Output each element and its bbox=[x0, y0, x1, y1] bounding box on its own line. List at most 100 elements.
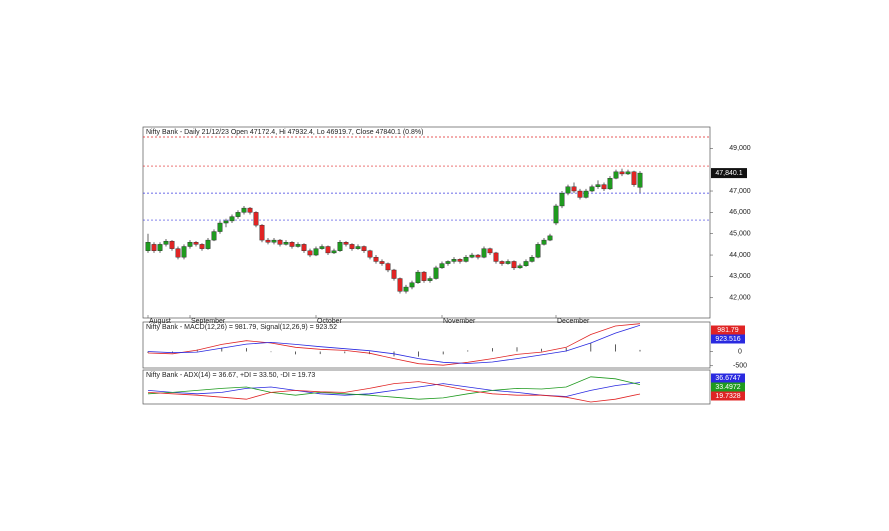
candle-body bbox=[151, 244, 157, 251]
candle-body bbox=[547, 235, 553, 241]
candle-body bbox=[157, 244, 163, 251]
candle-body bbox=[331, 250, 337, 254]
candle-body bbox=[451, 259, 457, 262]
y-tick-label: 47,000 bbox=[729, 188, 751, 195]
value-tag-label: 36.6747 bbox=[715, 375, 740, 382]
candle-body bbox=[445, 261, 451, 264]
last-price-tag bbox=[711, 168, 747, 179]
y-tick-label: 46,000 bbox=[729, 209, 751, 216]
value-tag bbox=[711, 391, 745, 401]
candle-body bbox=[289, 242, 295, 247]
candle-body bbox=[313, 248, 319, 256]
candle-body bbox=[499, 261, 505, 264]
candle-body bbox=[619, 171, 625, 175]
candle-body bbox=[253, 212, 259, 226]
value-tag bbox=[711, 382, 745, 392]
candle-body bbox=[283, 242, 289, 245]
candle-body bbox=[247, 207, 253, 213]
candle-body bbox=[475, 254, 481, 258]
candle-body bbox=[487, 248, 493, 254]
candle-body bbox=[493, 252, 499, 262]
candle-body bbox=[319, 246, 325, 249]
candle-body bbox=[589, 186, 595, 192]
candle-body bbox=[637, 172, 643, 188]
candle-body bbox=[439, 263, 445, 269]
series-line bbox=[147, 382, 641, 397]
candle-body bbox=[403, 286, 409, 292]
candle-body bbox=[181, 246, 187, 258]
candle-body bbox=[337, 242, 343, 251]
candle-body bbox=[205, 239, 211, 249]
candle-body bbox=[199, 244, 205, 249]
candle-body bbox=[325, 246, 331, 254]
candle-body bbox=[223, 220, 229, 224]
candle-body bbox=[409, 282, 415, 288]
candle-body bbox=[559, 192, 565, 207]
value-tag-label: 33.4972 bbox=[715, 384, 740, 391]
candle-body bbox=[343, 242, 349, 245]
x-tick-label: September bbox=[191, 318, 226, 325]
candle-body bbox=[421, 271, 427, 281]
value-tag-label: 981.79 bbox=[717, 327, 739, 334]
candle-body bbox=[397, 278, 403, 292]
value-tag bbox=[711, 334, 745, 344]
candle-body bbox=[265, 239, 271, 243]
candle-body bbox=[433, 267, 439, 279]
candle-body bbox=[193, 242, 199, 245]
x-tick-label: October bbox=[317, 318, 343, 325]
candle-body bbox=[463, 256, 469, 262]
candle-body bbox=[595, 184, 601, 187]
candle-body bbox=[379, 261, 385, 264]
series-line bbox=[147, 323, 641, 366]
value-tag bbox=[711, 325, 745, 335]
panel-title: Nifty Bank - MACD(12,26) = 981.79, Signa… bbox=[146, 324, 337, 331]
candle-body bbox=[355, 246, 361, 249]
macd-panel bbox=[142, 321, 711, 369]
candle-body bbox=[523, 261, 529, 266]
candle-body bbox=[631, 171, 637, 185]
candle-body bbox=[175, 248, 181, 258]
candle-body bbox=[235, 212, 241, 217]
candle-body bbox=[457, 259, 463, 262]
candle-body bbox=[415, 271, 421, 283]
candle-body bbox=[391, 269, 397, 279]
candle-body bbox=[583, 190, 589, 198]
candle-body bbox=[211, 231, 217, 241]
last-price-label: 47,840.1 bbox=[715, 170, 742, 177]
candle-body bbox=[481, 248, 487, 258]
candle-body bbox=[541, 239, 547, 245]
candle-body bbox=[427, 278, 433, 281]
series-line bbox=[147, 381, 641, 403]
candle-body bbox=[277, 239, 283, 245]
candle-body bbox=[187, 242, 193, 247]
candle-body bbox=[259, 224, 265, 241]
x-tick-label: August bbox=[149, 318, 171, 325]
candle-body bbox=[517, 265, 523, 269]
candle-body bbox=[577, 190, 583, 198]
candle-body bbox=[469, 254, 475, 258]
series-line bbox=[147, 324, 641, 364]
candle-body bbox=[163, 240, 169, 245]
candle-body bbox=[625, 171, 631, 175]
candle-body bbox=[217, 222, 223, 232]
candle-body bbox=[607, 178, 613, 190]
candle-body bbox=[505, 261, 511, 264]
candle-body bbox=[361, 246, 367, 251]
value-tag bbox=[711, 373, 745, 383]
candle-body bbox=[511, 261, 517, 269]
price-panel bbox=[142, 126, 711, 319]
candle-body bbox=[241, 207, 247, 213]
y-tick-label: 0 bbox=[738, 348, 742, 355]
candle-body bbox=[535, 244, 541, 258]
candle-body bbox=[385, 263, 391, 271]
value-tag-label: 19.7328 bbox=[715, 393, 740, 400]
series-line bbox=[147, 376, 641, 400]
candle-body bbox=[601, 184, 607, 190]
candle-body bbox=[145, 242, 151, 251]
candle-body bbox=[373, 256, 379, 262]
x-tick-label: November bbox=[443, 318, 476, 325]
candle-body bbox=[553, 205, 559, 224]
y-tick-label: -500 bbox=[733, 363, 747, 370]
y-tick-label: 49,000 bbox=[729, 145, 751, 152]
